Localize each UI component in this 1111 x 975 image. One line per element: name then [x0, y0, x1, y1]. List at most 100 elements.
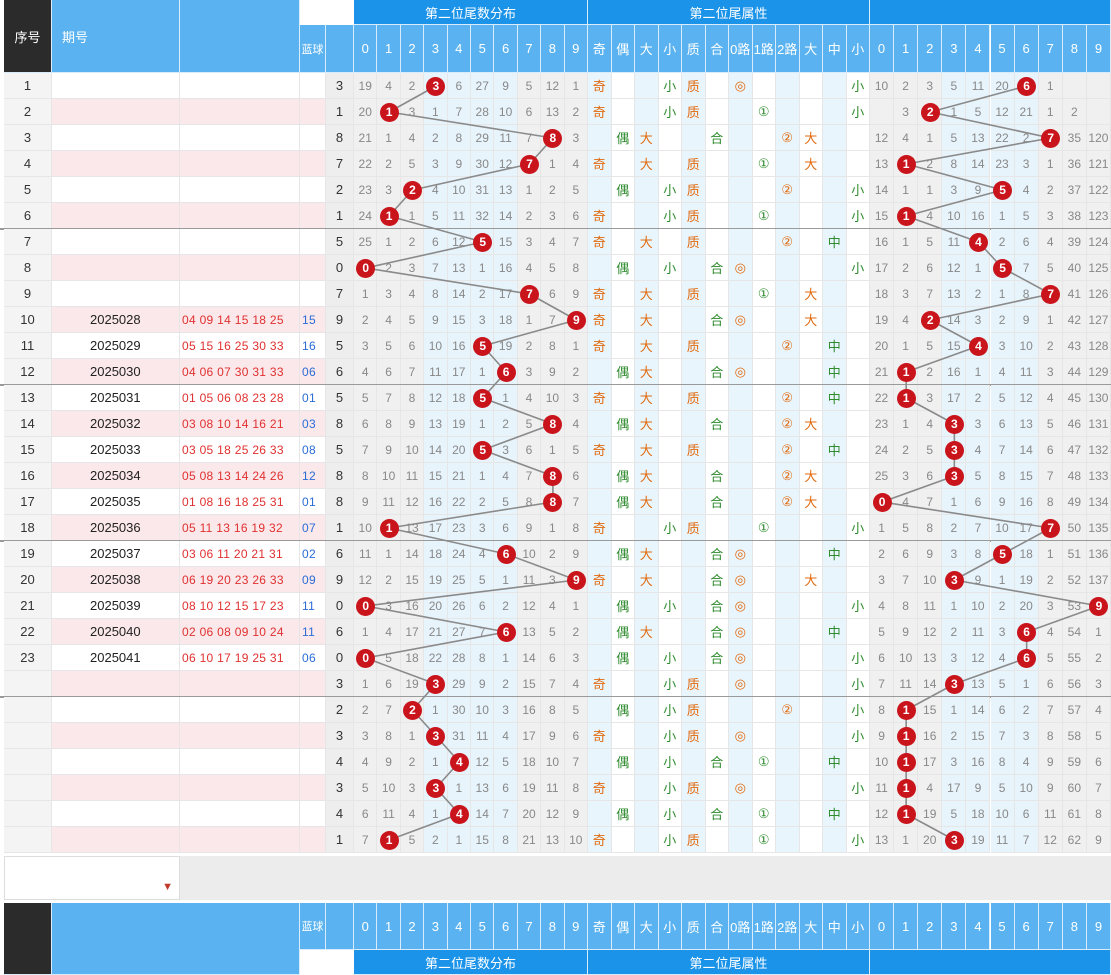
right-cell: 1	[966, 255, 991, 281]
row-period	[52, 723, 180, 749]
right-cell: 3	[918, 385, 943, 411]
row-blue-ball	[300, 775, 326, 801]
attr-cell	[635, 203, 659, 229]
table-row: 21 2025039 08 10 12 15 17 23 11 0 3 16 20 26 6 2 12…	[0, 593, 1111, 619]
dist-cell: 5	[564, 177, 588, 203]
dist-cell: 3	[377, 281, 401, 307]
dist-cell: 9	[447, 151, 471, 177]
right-cell: 1	[894, 333, 919, 359]
dist-cell: 20	[517, 801, 542, 827]
right-cell: 62	[1062, 827, 1087, 853]
right-cell: 2	[1062, 99, 1087, 125]
attr-header: 大	[635, 25, 659, 73]
attr-cell: 小	[658, 593, 682, 619]
attr-cell: 小	[846, 697, 870, 723]
row-blue-ball	[300, 151, 326, 177]
attr-cell: 大	[635, 125, 659, 151]
dist-cell: 8	[447, 125, 471, 151]
right-cell: 5	[894, 515, 919, 541]
attr-cell: 大	[635, 541, 659, 567]
attr-cell	[705, 99, 729, 125]
value-header	[326, 25, 354, 73]
right-ball: 1	[896, 154, 916, 174]
attr-cell	[776, 99, 800, 125]
right-cell: 17	[1014, 515, 1039, 541]
dist-cell: 3	[354, 333, 378, 359]
attr-cell	[588, 645, 612, 671]
dist-cell: 9	[564, 541, 588, 567]
attr-cell	[799, 619, 823, 645]
dist-cell: 2	[400, 229, 425, 255]
dist-cell: 11	[471, 723, 495, 749]
dist-ball: 3	[426, 778, 446, 798]
dropdown-arrow-icon[interactable]: ▼	[162, 881, 173, 893]
right-ball: 7	[1041, 284, 1061, 304]
dist-cell: 15	[400, 567, 425, 593]
table-body: 1 3 19 4 2 6 27 9 5 12 1 3 奇小质 ◎ 小 10 2 3 5 11 20 1 6 2 1 20 3 1 7 28…	[0, 73, 1111, 853]
dist-cell: 25	[354, 229, 378, 255]
right-cell: 130	[1086, 385, 1111, 411]
row-numbers	[180, 723, 300, 749]
period-filter-select[interactable]: ▼	[4, 856, 180, 900]
attr-cell	[776, 359, 800, 385]
attr-cell	[752, 671, 776, 697]
dist-cell: 13	[517, 619, 542, 645]
dist-cell: 13	[494, 177, 518, 203]
attr-cell: 奇	[588, 229, 612, 255]
right-cell: 1	[894, 827, 919, 853]
right-digit-header: 7	[1038, 25, 1063, 73]
right-cell: 4	[1014, 749, 1039, 775]
right-cell: 5	[1086, 723, 1111, 749]
dist-cell: 6	[471, 593, 495, 619]
right-cell: 8	[1086, 801, 1111, 827]
table-row: 4 6 11 4 1 14 7 20 12 9 4 偶小合 ① 中 12 19 5 18 10 6 11 61 8 1	[0, 801, 1111, 827]
attr-cell	[799, 203, 823, 229]
right-digit-header: 4	[966, 903, 991, 950]
attr-cell	[635, 671, 659, 697]
right-cell: 2	[990, 229, 1015, 255]
dist-cell: 17	[424, 515, 448, 541]
dist-digit-header: 2	[400, 25, 425, 73]
attr-cell	[588, 593, 612, 619]
row-seq: 4	[4, 151, 52, 177]
row-numbers: 01 05 06 08 23 28	[180, 385, 300, 411]
attr-cell	[846, 619, 870, 645]
attr-header: 小	[658, 903, 682, 950]
table-row: 3 3 8 1 31 11 4 17 9 6 3 奇小质 ◎ 小 9 16 2 15 7 3 8 58 5 1	[0, 723, 1111, 749]
dist-cell: 31	[471, 177, 495, 203]
attr-cell	[823, 73, 847, 99]
row-seq: 1	[4, 73, 52, 99]
row-period	[52, 281, 180, 307]
right-ball: 3	[944, 570, 964, 590]
dist-digit-header: 8	[541, 903, 565, 950]
attr-cell	[729, 125, 753, 151]
attr-cell	[729, 489, 753, 515]
right-cell: 9	[1038, 775, 1063, 801]
dist-digit-header: 8	[541, 25, 565, 73]
right-cell: 13	[870, 827, 895, 853]
row-seq: 10	[4, 307, 52, 333]
row-seq: 19	[4, 541, 52, 567]
row-value: 8	[326, 411, 354, 437]
right-cell: 137	[1086, 567, 1111, 593]
attr-cell: 质	[682, 515, 706, 541]
right-cell: 7	[918, 489, 943, 515]
row-period	[52, 697, 180, 723]
dist-cell: 7	[377, 385, 401, 411]
attr-cell: 大	[635, 151, 659, 177]
attr-cell: 质	[682, 151, 706, 177]
right-cell	[1086, 73, 1111, 99]
attr-cell	[588, 749, 612, 775]
attr-cell: ◎	[729, 775, 753, 801]
right-digit-header: 2	[918, 903, 943, 950]
dist-cell: 6	[377, 671, 401, 697]
dist-cell: 7	[541, 307, 565, 333]
dist-cell: 2	[471, 489, 495, 515]
dist-digit-header: 0	[354, 25, 378, 73]
row-blue-ball	[300, 697, 326, 723]
dist-cell: 4	[541, 229, 565, 255]
dist-cell: 5	[517, 411, 542, 437]
attr-cell	[846, 307, 870, 333]
dist-cell: 8	[377, 723, 401, 749]
